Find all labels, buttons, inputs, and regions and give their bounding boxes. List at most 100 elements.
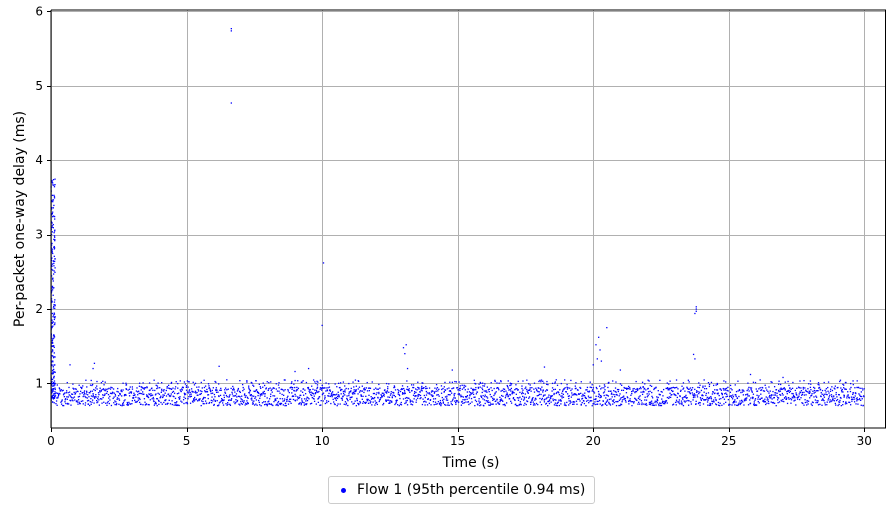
data-point (333, 403, 336, 405)
data-point (115, 401, 117, 403)
data-point (198, 398, 201, 401)
data-point (844, 403, 847, 405)
data-point (381, 392, 383, 394)
data-point (255, 403, 257, 405)
data-point (509, 384, 511, 387)
data-point (537, 403, 539, 406)
data-point (488, 388, 491, 390)
data-point (833, 395, 835, 397)
data-point (639, 398, 641, 401)
data-point (238, 395, 240, 398)
data-point (316, 387, 318, 390)
data-point (797, 396, 799, 398)
data-point (739, 403, 741, 406)
data-point (639, 395, 641, 397)
data-point (186, 401, 188, 404)
data-point (342, 395, 344, 397)
data-point (98, 399, 100, 401)
data-point (386, 390, 388, 392)
data-point (267, 403, 269, 405)
data-point (767, 399, 769, 401)
data-point (577, 389, 579, 391)
data-point (760, 389, 762, 392)
data-point (52, 389, 54, 391)
data-point (415, 401, 417, 403)
data-point (458, 392, 460, 395)
data-point (220, 389, 222, 391)
data-point (616, 394, 618, 396)
data-point (861, 395, 863, 398)
data-point (52, 315, 54, 318)
data-point (384, 391, 387, 393)
data-point (538, 387, 540, 389)
data-point (782, 376, 784, 379)
data-point (691, 387, 694, 389)
data-point (606, 326, 608, 329)
data-point (83, 391, 85, 393)
data-point (329, 389, 331, 391)
data-point (551, 395, 553, 397)
data-point (821, 399, 823, 401)
data-point (737, 390, 739, 392)
data-point (822, 399, 824, 401)
data-point (445, 404, 447, 406)
data-point (170, 388, 173, 390)
data-point (225, 403, 227, 405)
data-point (235, 393, 238, 395)
data-point (502, 404, 504, 406)
data-point (316, 390, 318, 393)
data-point (661, 391, 663, 393)
data-point (538, 393, 541, 396)
data-point (816, 401, 819, 404)
data-point (411, 400, 413, 402)
data-point (682, 404, 685, 407)
data-point (331, 394, 334, 396)
data-point (596, 403, 599, 405)
data-point (694, 312, 696, 315)
data-point (95, 387, 97, 389)
data-point (540, 379, 543, 381)
data-point (765, 403, 767, 406)
data-point (805, 394, 807, 396)
data-point (693, 393, 695, 395)
data-point (675, 404, 677, 406)
data-point (54, 317, 56, 319)
data-point (449, 394, 451, 396)
data-point (400, 401, 402, 404)
data-point (403, 393, 405, 395)
data-point (245, 395, 247, 397)
data-point (424, 396, 426, 399)
data-point (64, 401, 66, 403)
data-point (479, 386, 481, 388)
data-point (382, 392, 384, 394)
data-point (97, 392, 100, 394)
data-point (361, 398, 363, 400)
data-point (755, 404, 758, 406)
data-point (77, 396, 80, 398)
data-point (262, 386, 264, 388)
data-point (434, 387, 436, 389)
data-point (53, 385, 55, 387)
data-point (774, 392, 777, 394)
data-point (263, 404, 266, 406)
data-point (404, 391, 406, 393)
data-point (500, 398, 502, 400)
data-point (717, 401, 720, 404)
data-point (482, 398, 484, 400)
data-point (200, 390, 202, 392)
data-point (418, 394, 420, 396)
data-point (630, 394, 632, 396)
data-point (52, 394, 54, 396)
data-point (451, 381, 454, 383)
data-point (508, 398, 511, 400)
data-point (225, 394, 228, 397)
data-point (350, 390, 352, 392)
data-point (170, 381, 173, 384)
data-point (463, 387, 465, 389)
data-point (389, 401, 391, 403)
data-point (104, 393, 106, 395)
data-point (539, 379, 541, 382)
data-point (339, 386, 341, 389)
data-point (285, 402, 287, 404)
data-point (462, 396, 464, 398)
